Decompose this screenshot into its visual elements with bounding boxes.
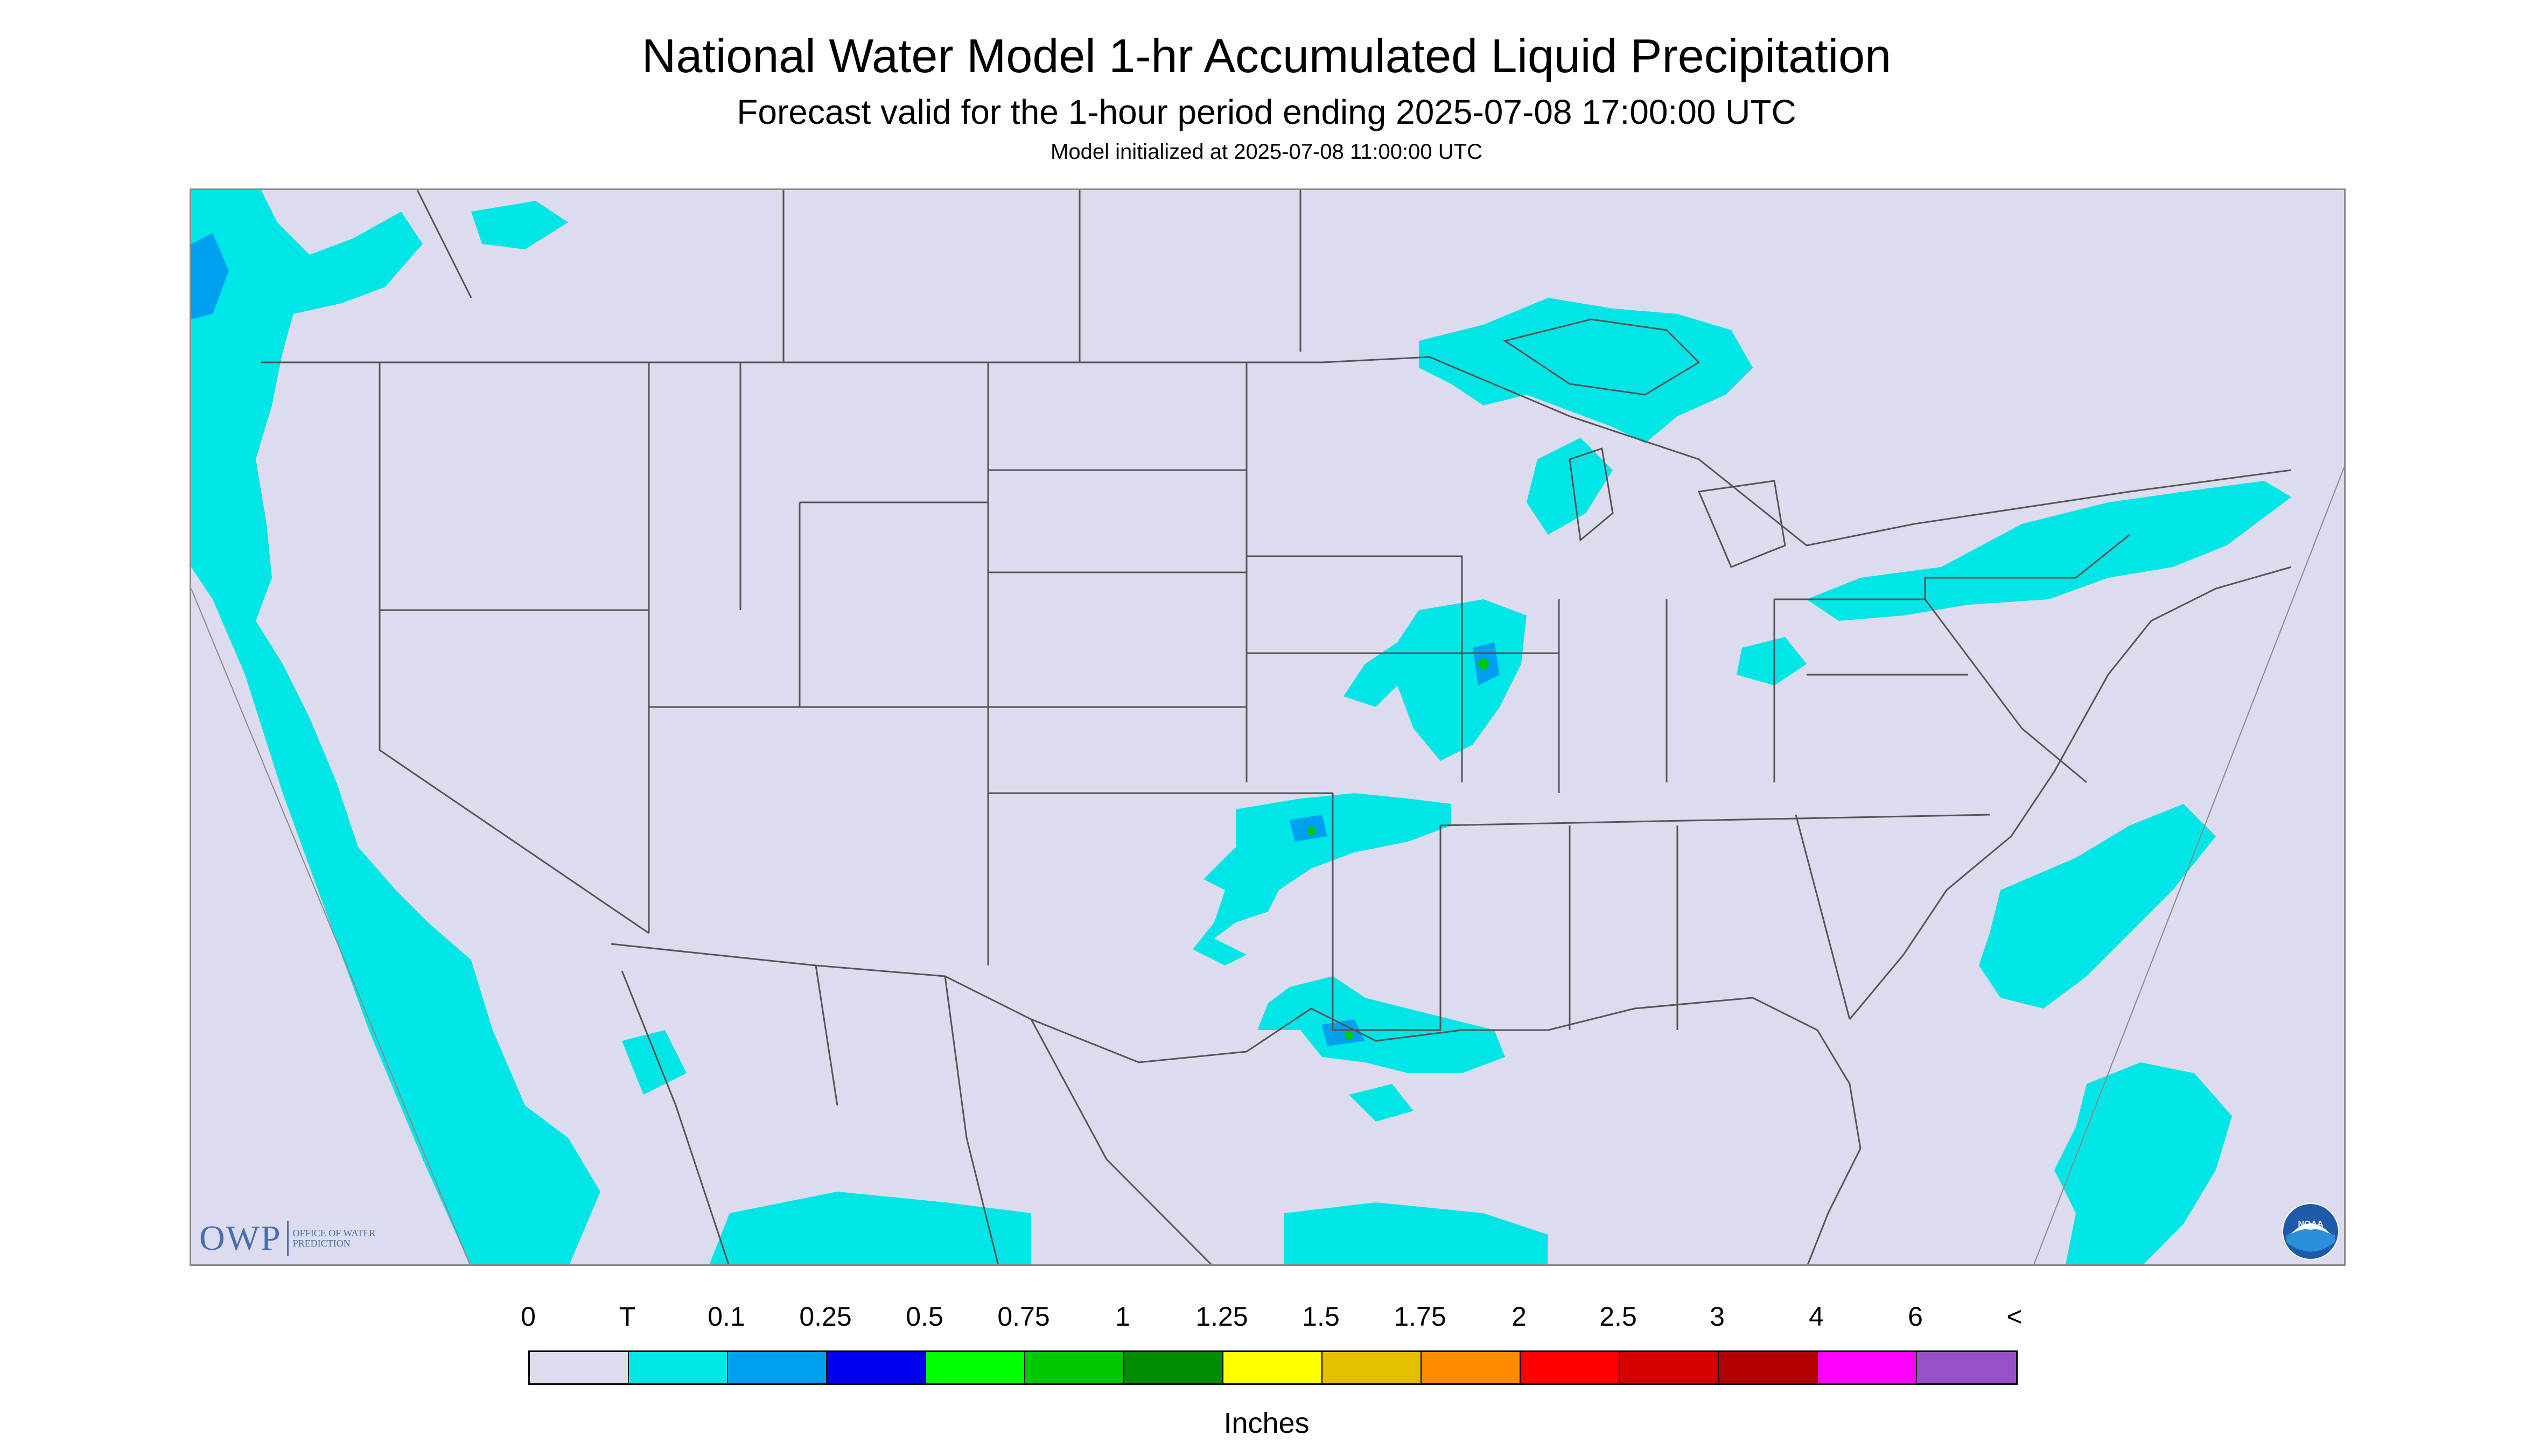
precip-gulf-coast bbox=[1257, 976, 1505, 1073]
legend-label: 1 bbox=[1115, 1301, 1130, 1332]
precip-light-areas bbox=[191, 190, 2291, 1264]
legend-label: 1.75 bbox=[1394, 1301, 1446, 1332]
legend-swatch bbox=[1323, 1352, 1422, 1383]
model-init-line: Model initialized at 2025-07-08 11:00:00… bbox=[1051, 140, 1482, 164]
precip-pacific-coast bbox=[191, 190, 600, 1264]
legend-label: 0 bbox=[521, 1301, 536, 1332]
legend-swatch bbox=[1719, 1352, 1818, 1383]
noaa-logo: NOAA bbox=[2282, 1203, 2339, 1260]
legend-swatch bbox=[1223, 1352, 1323, 1383]
precip-illinois-wisconsin bbox=[1344, 599, 1527, 761]
legend-label: 1.25 bbox=[1195, 1301, 1248, 1332]
precip-atlantic-south bbox=[2054, 1062, 2232, 1264]
us-mexico-border bbox=[611, 943, 1247, 1063]
legend-label: 2 bbox=[1512, 1301, 1527, 1332]
precip-atlantic-carolina bbox=[1979, 804, 2216, 1009]
precip-spot-gulf bbox=[1345, 1031, 1353, 1040]
precipitation-map bbox=[190, 188, 2346, 1266]
map-title: National Water Model 1-hr Accumulated Li… bbox=[641, 29, 1892, 82]
owp-logo: OWP Office of Water Prediction bbox=[199, 1220, 379, 1257]
precip-baja bbox=[622, 1030, 687, 1095]
precip-northeast bbox=[1807, 481, 2291, 621]
precip-spot-il bbox=[1478, 659, 1489, 669]
forecast-valid-subtitle: Forecast valid for the 1-hour period end… bbox=[737, 93, 1796, 131]
precip-upper-great-lakes bbox=[1419, 298, 1753, 443]
legend-swatch bbox=[1422, 1352, 1521, 1383]
legend-label: 2.5 bbox=[1599, 1301, 1637, 1332]
us-plains-states bbox=[988, 361, 1333, 794]
legend-swatch bbox=[1818, 1352, 1917, 1383]
legend-label: 6 bbox=[1908, 1301, 1923, 1332]
domain-edge-lines bbox=[191, 466, 2344, 1264]
legend-label: T bbox=[619, 1301, 636, 1332]
legend-swatch bbox=[827, 1352, 926, 1383]
legend-swatch bbox=[728, 1352, 827, 1383]
canada-provinces bbox=[416, 190, 1302, 362]
gulf-coastline bbox=[1246, 997, 1862, 1264]
precip-ohio-valley bbox=[1737, 637, 1807, 685]
us-west-states bbox=[379, 362, 989, 965]
legend-label: 0.75 bbox=[997, 1301, 1050, 1332]
legend-label: 0.1 bbox=[708, 1301, 745, 1332]
owp-logo-mark: OWP bbox=[199, 1221, 289, 1256]
domain-edge-left bbox=[191, 588, 471, 1264]
mexico-states bbox=[621, 965, 1213, 1264]
legend-label: 0.5 bbox=[906, 1301, 943, 1332]
us-northeast-states bbox=[1774, 534, 2130, 783]
political-boundaries bbox=[261, 190, 2292, 1264]
owp-logo-text: Office of Water Prediction bbox=[292, 1228, 376, 1249]
precip-mexico-south bbox=[709, 1192, 1031, 1264]
legend-units: Inches bbox=[1223, 1407, 1310, 1439]
legend-swatch bbox=[1025, 1352, 1124, 1383]
legend-swatch bbox=[1521, 1352, 1620, 1383]
precip-michigan bbox=[1527, 438, 1613, 535]
great-lakes-outline bbox=[1503, 318, 1786, 568]
legend-label: 3 bbox=[1710, 1301, 1725, 1332]
legend-labels: 0 T 0.1 0.25 0.5 0.75 1 1.25 1.5 1.75 2 2.5 3 4 6 < bbox=[0, 1303, 2533, 1335]
legend-label: 4 bbox=[1809, 1301, 1824, 1332]
legend-swatch bbox=[629, 1352, 728, 1383]
us-canada-border bbox=[261, 356, 2292, 547]
us-midwest-states bbox=[1247, 555, 1775, 793]
legend-swatch bbox=[926, 1352, 1025, 1383]
legend-swatch bbox=[1917, 1352, 2016, 1383]
legend-swatch bbox=[1620, 1352, 1719, 1383]
atlantic-coastline bbox=[1849, 566, 2292, 1020]
legend-color-bar bbox=[528, 1350, 2018, 1385]
precip-moderate-wa bbox=[191, 233, 229, 319]
domain-edge-right bbox=[2033, 466, 2344, 1264]
us-southern-states bbox=[1332, 793, 1990, 1031]
precip-heavy-spots bbox=[1307, 659, 1489, 1040]
legend-label: < bbox=[2006, 1301, 2023, 1332]
precip-louisiana-spots bbox=[1349, 1084, 1414, 1122]
precip-gulf-south bbox=[1284, 1202, 1548, 1264]
legend-label: 0.25 bbox=[799, 1301, 852, 1332]
map-canvas bbox=[191, 190, 2344, 1264]
precip-canada-west bbox=[471, 201, 568, 249]
legend-swatch bbox=[530, 1352, 629, 1383]
noaa-logo-text: NOAA bbox=[2298, 1220, 2324, 1229]
legend-swatch bbox=[1124, 1352, 1223, 1383]
precip-spot-ok bbox=[1307, 827, 1316, 835]
legend-label: 1.5 bbox=[1302, 1301, 1340, 1332]
precip-oklahoma-arkansas bbox=[1193, 793, 1451, 965]
